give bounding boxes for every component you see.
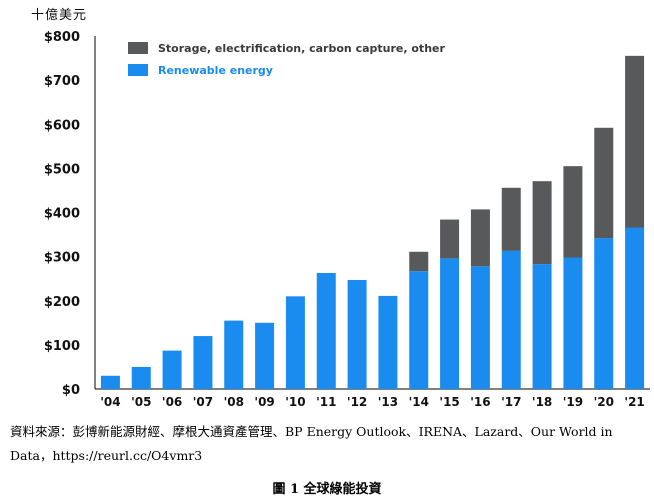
x-tick-label: '12 xyxy=(347,395,367,409)
bar-renewable-energy xyxy=(594,238,614,389)
source-note: 資料來源：彭博新能源財經、摩根大通資產管理、BP Energy Outlook、… xyxy=(10,424,613,463)
bar-renewable-energy xyxy=(131,366,151,389)
bar-renewable-energy xyxy=(316,272,336,389)
x-tick-label: '15 xyxy=(439,395,459,409)
bar-renewable-energy xyxy=(563,257,583,389)
bar-storage-other xyxy=(594,127,614,239)
x-tick-label: '11 xyxy=(316,395,336,409)
x-tick-label: '17 xyxy=(501,395,521,409)
x-tick-label: '09 xyxy=(254,395,274,409)
legend-label: Renewable energy xyxy=(158,64,273,77)
bar-renewable-energy xyxy=(409,271,429,389)
y-tick-label: $200 xyxy=(44,295,80,310)
bar-renewable-energy xyxy=(285,296,305,389)
y-tick-label: $500 xyxy=(44,162,80,177)
x-tick-label: '14 xyxy=(409,395,429,409)
bar-renewable-energy xyxy=(470,266,490,389)
x-tick-label: '05 xyxy=(131,395,151,409)
bar-storage-other xyxy=(625,55,645,228)
x-tick-label: '19 xyxy=(563,395,583,409)
x-tick-label: '06 xyxy=(162,395,182,409)
x-tick-label: '10 xyxy=(285,395,305,409)
y-tick-label: $100 xyxy=(44,339,80,354)
x-tick-label: '18 xyxy=(532,395,552,409)
y-tick-label: $300 xyxy=(44,251,80,266)
bar-storage-other xyxy=(470,209,490,267)
x-tick-label: '21 xyxy=(624,395,644,409)
bar-renewable-energy xyxy=(378,295,398,389)
y-tick-label: $700 xyxy=(44,74,80,89)
bar-renewable-energy xyxy=(625,227,645,389)
y-tick-label: $600 xyxy=(44,118,80,133)
y-tick-label: $0 xyxy=(62,383,80,398)
figure-caption: 圖 1 全球綠能投資 xyxy=(272,482,382,497)
bar-renewable-energy xyxy=(501,250,521,389)
bar-renewable-energy xyxy=(440,258,460,389)
bar-storage-other xyxy=(532,181,552,265)
x-tick-label: '07 xyxy=(193,395,213,409)
legend-label: Storage, electrification, carbon capture… xyxy=(158,42,445,55)
legend-swatch xyxy=(128,42,148,54)
bar-renewable-energy xyxy=(162,350,182,389)
bar-renewable-energy xyxy=(224,320,244,389)
bar-storage-other xyxy=(501,187,521,251)
stacked-bar-chart: $0 $100 $200 $300 $400 $500 $600 $700 $800 '04 '05… xyxy=(44,30,650,409)
x-tick-label: '20 xyxy=(594,395,614,409)
x-tick-label: '13 xyxy=(378,395,398,409)
y-tick-label: $400 xyxy=(44,207,80,222)
bar-storage-other xyxy=(563,166,583,258)
x-tick-label: '04 xyxy=(100,395,120,409)
x-tick-label: '08 xyxy=(224,395,244,409)
y-tick-label: $800 xyxy=(44,30,80,45)
bar-storage-other xyxy=(440,219,460,259)
bar-storage-other xyxy=(409,251,429,272)
bar-renewable-energy xyxy=(532,264,552,389)
legend-swatch xyxy=(128,64,148,76)
x-tick-label: '16 xyxy=(470,395,490,409)
bar-renewable-energy xyxy=(255,322,275,389)
y-axis-unit-label: 十億美元 xyxy=(31,8,88,23)
bar-renewable-energy xyxy=(100,375,120,389)
bar-renewable-energy xyxy=(347,280,367,389)
bar-renewable-energy xyxy=(193,336,213,389)
